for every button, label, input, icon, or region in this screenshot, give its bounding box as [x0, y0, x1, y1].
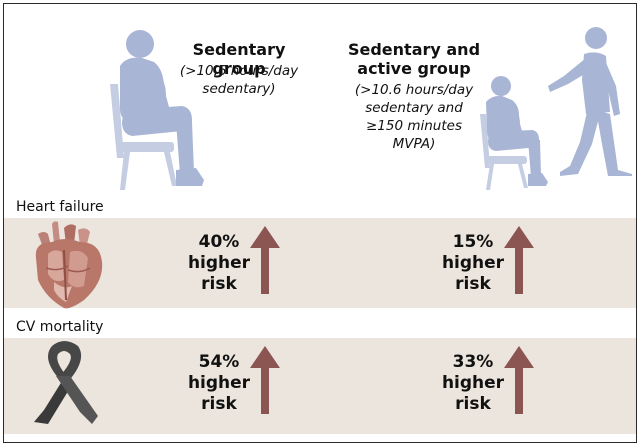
awareness-ribbon-icon [34, 341, 98, 424]
cv-mortality-active-risk: 33% higher risk [418, 352, 528, 415]
risk-line3: risk [201, 274, 237, 294]
active-group-title: Sedentary and active group [347, 40, 481, 78]
seated-person-icon [480, 76, 548, 190]
up-arrow-icon [250, 226, 280, 294]
risk-line3: risk [455, 394, 491, 414]
heart-failure-active-risk: 15% higher risk [418, 232, 528, 295]
cv-mortality-sedentary-risk: 54% higher risk [164, 352, 274, 415]
heart-failure-label: Heart failure [16, 199, 104, 215]
up-arrow-icon [250, 346, 280, 414]
risk-value: 33% [452, 352, 494, 372]
active-group-subtitle: (>10.6 hours/day sedentary and ≥150 minu… [354, 82, 474, 152]
up-arrow-icon [504, 346, 534, 414]
risk-line2: higher [441, 373, 505, 393]
heart-failure-band [4, 218, 636, 308]
risk-line3: risk [201, 394, 237, 414]
cv-mortality-label: CV mortality [16, 319, 104, 335]
sedentary-group-title: Sedentary group [192, 40, 286, 78]
heart-failure-sedentary-risk: 40% higher risk [164, 232, 274, 295]
risk-value: 40% [198, 232, 240, 252]
risk-line2: higher [187, 253, 251, 273]
risk-line2: higher [441, 253, 505, 273]
heart-icon [35, 221, 103, 309]
up-arrow-icon [504, 226, 534, 294]
risk-value: 15% [452, 232, 494, 252]
risk-value: 54% [198, 352, 240, 372]
infographic: Sedentary group (>10.6 hours/day sedenta… [3, 3, 637, 443]
sedentary-group-subtitle: (>10.6 hours/day sedentary) [179, 63, 299, 97]
cv-mortality-band [4, 338, 636, 434]
seated-person-icon [110, 30, 204, 190]
risk-line2: higher [187, 373, 251, 393]
walking-person-icon [548, 27, 632, 176]
risk-line3: risk [455, 274, 491, 294]
